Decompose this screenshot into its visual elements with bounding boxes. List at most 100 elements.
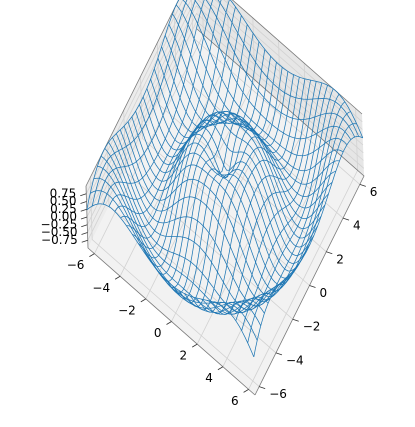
x-tick-label: −2 <box>118 303 136 317</box>
z-tick-label: −0.25 <box>41 217 78 231</box>
wire-line-x <box>97 0 196 205</box>
y-gridline <box>123 110 293 320</box>
z-tick-mark <box>81 239 88 243</box>
z-tick-label: 0.75 <box>50 186 77 200</box>
y-tick-label: −6 <box>269 387 287 401</box>
wire-line-y <box>172 13 340 185</box>
wire-line-x <box>126 6 236 239</box>
y-tick-label: −2 <box>303 320 321 334</box>
z-gridline <box>86 0 364 218</box>
x-tick-label: −6 <box>67 258 85 272</box>
z-gridline <box>85 0 363 194</box>
axis-ticks: −6 −4 −2 0 2 4 6 −6 −4 −2 0 2 4 6 0.750.500.250.00−0.2… <box>41 184 378 408</box>
wire-line-y <box>119 129 288 303</box>
wire-line-x <box>172 67 283 299</box>
x-tick-label: 2 <box>180 349 188 363</box>
y-tick-mark <box>326 251 333 255</box>
wire-line-y <box>112 137 280 311</box>
axis-edge-floor <box>196 28 365 396</box>
z-gridline <box>86 0 363 202</box>
y-tick-label: 0 <box>320 286 328 300</box>
y-tick-mark <box>275 352 283 356</box>
wireframe-surface <box>86 0 364 358</box>
wire-line-y <box>175 4 344 172</box>
wire-line-y <box>142 96 311 264</box>
x-tick-label: 4 <box>205 371 213 385</box>
y-tick-mark <box>309 285 316 288</box>
y-tick-mark <box>359 184 366 187</box>
wire-line-x <box>229 94 340 314</box>
y-gridline <box>89 177 260 387</box>
z-tick-label: 0.25 <box>50 202 77 216</box>
wire-line-y <box>100 155 269 315</box>
wire-line-x <box>108 0 214 207</box>
wire-line-x <box>178 71 289 304</box>
wire-line-y <box>127 121 296 292</box>
wire-line-y <box>205 0 356 138</box>
x-tick-label: 6 <box>231 394 239 408</box>
x-tick-label: −4 <box>92 281 110 295</box>
wire-line-y <box>139 104 307 272</box>
y-tick-label: −4 <box>286 353 304 367</box>
wire-line-x <box>167 62 277 294</box>
wire-line-y <box>182 0 348 157</box>
z-tick-mark <box>80 201 87 204</box>
y-gridline <box>173 9 344 219</box>
y-tick-mark <box>292 318 299 322</box>
z-tick-label: −0.75 <box>41 233 78 247</box>
z-tick-label: 0.50 <box>50 194 77 208</box>
z-tick-mark <box>80 208 87 212</box>
z-tick-mark <box>80 193 87 197</box>
wire-line-y <box>131 116 300 286</box>
wire-line-y <box>194 0 352 140</box>
wire-line-y <box>217 0 360 137</box>
y-gridline <box>191 0 361 185</box>
x-tick-mark <box>140 298 147 303</box>
wire-line-y <box>123 125 292 297</box>
z-tick-mark <box>80 216 88 220</box>
y-tick-label: 4 <box>353 219 361 233</box>
wire-line-y <box>115 133 284 307</box>
z-tick-mark <box>81 224 88 228</box>
wire-line-x <box>120 0 230 227</box>
wire-line-y <box>90 190 258 341</box>
x-tick-label: 0 <box>154 326 162 340</box>
z-tick-label: 0.00 <box>50 210 77 224</box>
wire-line-y <box>146 88 315 256</box>
wire-line-x <box>137 24 248 259</box>
wire-line-y <box>168 24 336 197</box>
wire-line-y <box>93 177 262 326</box>
axis-edge-front <box>85 185 256 396</box>
wire-line-y <box>229 0 364 139</box>
wire-line-y <box>157 57 326 229</box>
x-tick-mark <box>217 366 224 371</box>
wire-line-y <box>97 165 265 314</box>
wire-line-x <box>91 0 188 207</box>
x-tick-mark <box>191 343 198 348</box>
z-gridline <box>87 12 364 233</box>
wire-line-x <box>201 80 311 315</box>
y-tick-label: 6 <box>370 185 378 199</box>
wire-line-x <box>114 0 222 215</box>
wire-line-x <box>190 77 300 311</box>
wire-line-x <box>86 0 180 210</box>
wire-line-y <box>150 78 318 248</box>
y-tick-mark <box>259 386 266 389</box>
x-tick-mark <box>166 321 172 325</box>
x-tick-mark <box>243 389 249 393</box>
x-tick-mark <box>114 275 121 280</box>
y-gridline <box>140 76 310 286</box>
wire-line-y <box>164 35 333 209</box>
y-tick-mark <box>342 217 350 221</box>
z-tick-label: −0.50 <box>41 225 78 239</box>
z-tick-mark <box>81 232 88 235</box>
wire-line-x <box>103 0 205 205</box>
wire-line-y <box>104 148 272 315</box>
wire-line-y <box>161 46 329 220</box>
x-tick-mark <box>89 253 95 257</box>
y-tick-label: 2 <box>336 252 344 266</box>
axis-edge-top <box>85 0 363 187</box>
z-gridline <box>86 0 364 210</box>
wire-line-x <box>184 74 294 308</box>
